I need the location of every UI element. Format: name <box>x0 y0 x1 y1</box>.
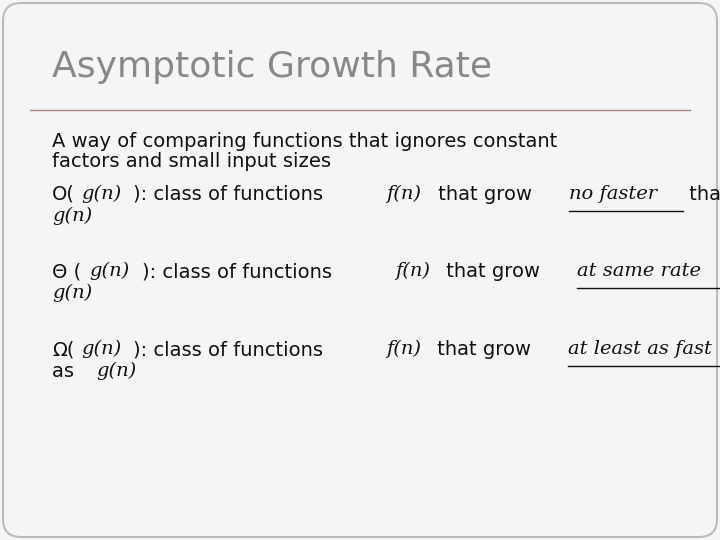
Text: O(: O( <box>52 185 75 204</box>
Text: no faster: no faster <box>569 185 657 203</box>
Text: that grow: that grow <box>432 185 538 204</box>
Text: g(n): g(n) <box>52 207 92 225</box>
Text: at least as fast: at least as fast <box>568 340 712 358</box>
Text: g(n): g(n) <box>89 262 130 280</box>
Text: ): class of functions: ): class of functions <box>142 262 338 281</box>
Text: f(n): f(n) <box>386 340 421 358</box>
Text: that grow: that grow <box>440 262 546 281</box>
Text: ): class of functions: ): class of functions <box>133 185 330 204</box>
Text: f(n): f(n) <box>395 262 430 280</box>
Text: Asymptotic Growth Rate: Asymptotic Growth Rate <box>52 50 492 84</box>
Text: f(n): f(n) <box>387 185 422 203</box>
Text: g(n): g(n) <box>52 284 92 302</box>
Text: g(n): g(n) <box>96 362 137 380</box>
Text: g(n): g(n) <box>81 185 122 203</box>
Text: Θ (: Θ ( <box>52 262 81 281</box>
Text: that grow: that grow <box>431 340 537 359</box>
Text: at same rate: at same rate <box>577 262 701 280</box>
Text: A way of comparing functions that ignores constant: A way of comparing functions that ignore… <box>52 132 557 151</box>
Text: than: than <box>683 185 720 204</box>
Text: as: as <box>52 362 86 381</box>
FancyBboxPatch shape <box>3 3 717 537</box>
Text: Ω(: Ω( <box>52 340 74 359</box>
Text: g(n): g(n) <box>81 340 121 358</box>
Text: factors and small input sizes: factors and small input sizes <box>52 152 331 171</box>
Text: ): class of functions: ): class of functions <box>132 340 329 359</box>
